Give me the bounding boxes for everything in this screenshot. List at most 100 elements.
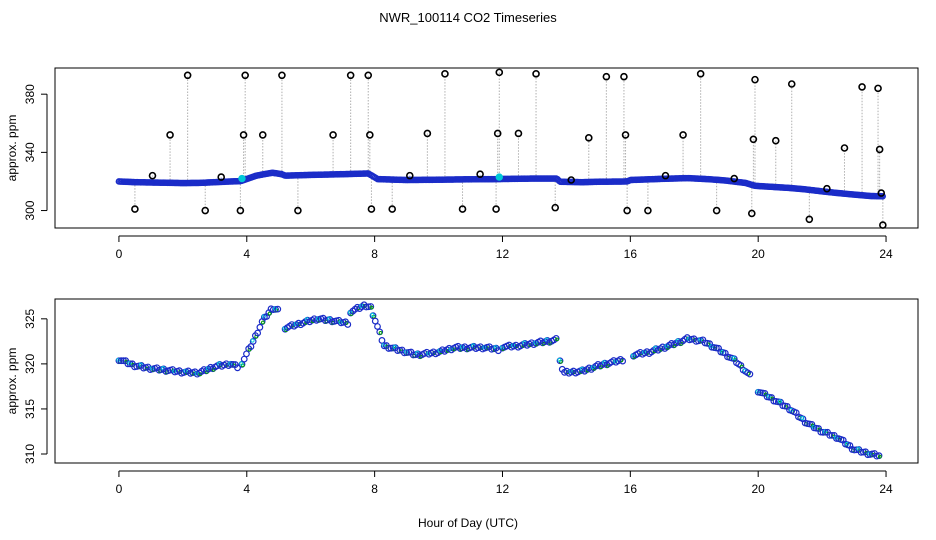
outlier-point bbox=[823, 184, 831, 193]
outlier-point bbox=[840, 144, 849, 152]
bot-x-tick-label: 20 bbox=[752, 482, 766, 496]
top-y-axis-label: approx. ppm bbox=[5, 115, 19, 182]
outlier-point bbox=[258, 131, 267, 139]
outlier-point bbox=[771, 136, 780, 145]
top-y-axis: 300 340 380 bbox=[23, 84, 48, 221]
bot-y-tick-label: 315 bbox=[23, 399, 37, 419]
outlier-point bbox=[858, 83, 866, 91]
series-point bbox=[274, 305, 282, 313]
outlier-point bbox=[367, 205, 376, 213]
outlier-point bbox=[532, 70, 540, 78]
outlier-point bbox=[661, 171, 670, 180]
outlier-point bbox=[148, 171, 157, 180]
outlier-point bbox=[879, 221, 887, 229]
series-point bbox=[619, 357, 627, 365]
series-point bbox=[344, 321, 352, 328]
bot-y-tick-label: 325 bbox=[23, 308, 37, 328]
outlier-point bbox=[423, 129, 432, 138]
series-point-alt bbox=[250, 338, 255, 343]
outlier-point bbox=[241, 71, 249, 80]
bot-x-tick-label: 24 bbox=[879, 482, 893, 496]
series-point-alt bbox=[465, 348, 470, 352]
outlier-point bbox=[329, 131, 337, 139]
outlier-point bbox=[476, 170, 484, 178]
series-point bbox=[378, 337, 386, 344]
highlight-point bbox=[238, 174, 246, 183]
series-point bbox=[367, 303, 375, 310]
series-point bbox=[552, 334, 560, 342]
outlier-point bbox=[877, 189, 886, 197]
series-point bbox=[875, 452, 883, 460]
outlier-point bbox=[679, 131, 687, 139]
outlier-point bbox=[441, 70, 449, 78]
top-y-tick-label: 300 bbox=[23, 200, 37, 220]
outlier-point bbox=[730, 174, 739, 183]
series-point-alt bbox=[239, 361, 244, 366]
outlier-point bbox=[567, 176, 576, 184]
top-x-tick-label: 4 bbox=[243, 247, 250, 261]
series-point-alt bbox=[261, 320, 265, 325]
outlier-point bbox=[805, 215, 814, 224]
outlier-point bbox=[875, 145, 884, 154]
outlier-point bbox=[388, 205, 397, 213]
series-point-alt bbox=[555, 337, 559, 342]
outlier-point bbox=[749, 135, 758, 144]
bot-x-tick-label: 0 bbox=[116, 482, 123, 496]
bot-y-tick-label: 310 bbox=[23, 444, 37, 464]
outlier-point bbox=[620, 72, 628, 81]
outlier-point bbox=[346, 71, 355, 80]
outlier-point bbox=[602, 72, 611, 81]
top-x-tick-label: 16 bbox=[624, 247, 638, 261]
bottom-panel: 0 4 8 12 16 20 24 310 315 320 325 approx. ppm bbox=[5, 298, 919, 496]
series-point bbox=[374, 323, 381, 330]
series-point-alt bbox=[877, 454, 882, 459]
highlight-point bbox=[495, 173, 503, 181]
outlier-point bbox=[492, 205, 500, 213]
bot-y-tick-label: 320 bbox=[23, 354, 37, 374]
outlier-point bbox=[405, 171, 414, 180]
series-point bbox=[254, 329, 262, 337]
outlier-point bbox=[458, 205, 467, 213]
series-point bbox=[376, 328, 384, 336]
outlier-point bbox=[712, 206, 721, 215]
x-axis-label: Hour of Day (UTC) bbox=[418, 516, 518, 530]
outlier-point bbox=[747, 209, 756, 218]
series-point bbox=[229, 361, 237, 368]
top-x-axis: 0 4 8 12 16 20 24 bbox=[116, 235, 893, 261]
series-point bbox=[117, 357, 125, 365]
series-point-alt bbox=[370, 312, 375, 317]
outlier-point bbox=[493, 129, 502, 138]
series-point bbox=[746, 370, 754, 378]
outlier-point bbox=[239, 131, 248, 139]
bot-x-tick-label: 8 bbox=[371, 482, 378, 496]
bottom-y-axis-label: approx. ppm bbox=[5, 348, 19, 415]
top-panel: 0 4 8 12 16 20 24 300 340 380 approx. ppm bbox=[5, 67, 919, 261]
outlier-point bbox=[364, 71, 373, 80]
outlier-point bbox=[621, 131, 630, 139]
bottom-y-axis: 310 315 320 325 bbox=[23, 308, 48, 464]
outlier-point bbox=[278, 71, 286, 80]
top-x-tick-label: 12 bbox=[496, 247, 510, 261]
series-point-alt bbox=[369, 305, 374, 310]
outlier-point bbox=[217, 173, 226, 181]
series-point-alt bbox=[418, 354, 423, 359]
series-point-alt bbox=[267, 311, 272, 316]
series-point-alt bbox=[392, 344, 397, 349]
outlier-point bbox=[201, 206, 210, 215]
top-plot-frame bbox=[54, 67, 919, 229]
bot-x-tick-label: 4 bbox=[243, 482, 250, 496]
series-point bbox=[234, 364, 241, 372]
top-x-tick-label: 24 bbox=[879, 247, 893, 261]
outlier-point bbox=[131, 205, 139, 213]
top-y-tick-label: 340 bbox=[23, 142, 37, 162]
series-point-alt bbox=[777, 399, 783, 404]
outlier-point bbox=[551, 203, 560, 212]
top-outlier-stems bbox=[134, 72, 884, 226]
outlier-point bbox=[751, 75, 759, 84]
series-point bbox=[828, 431, 836, 439]
top-baseline-series bbox=[115, 169, 886, 200]
outlier-point bbox=[294, 206, 302, 215]
bot-x-tick-label: 12 bbox=[496, 482, 510, 496]
chart-title: NWR_100114 CO2 Timeseries bbox=[379, 10, 557, 25]
